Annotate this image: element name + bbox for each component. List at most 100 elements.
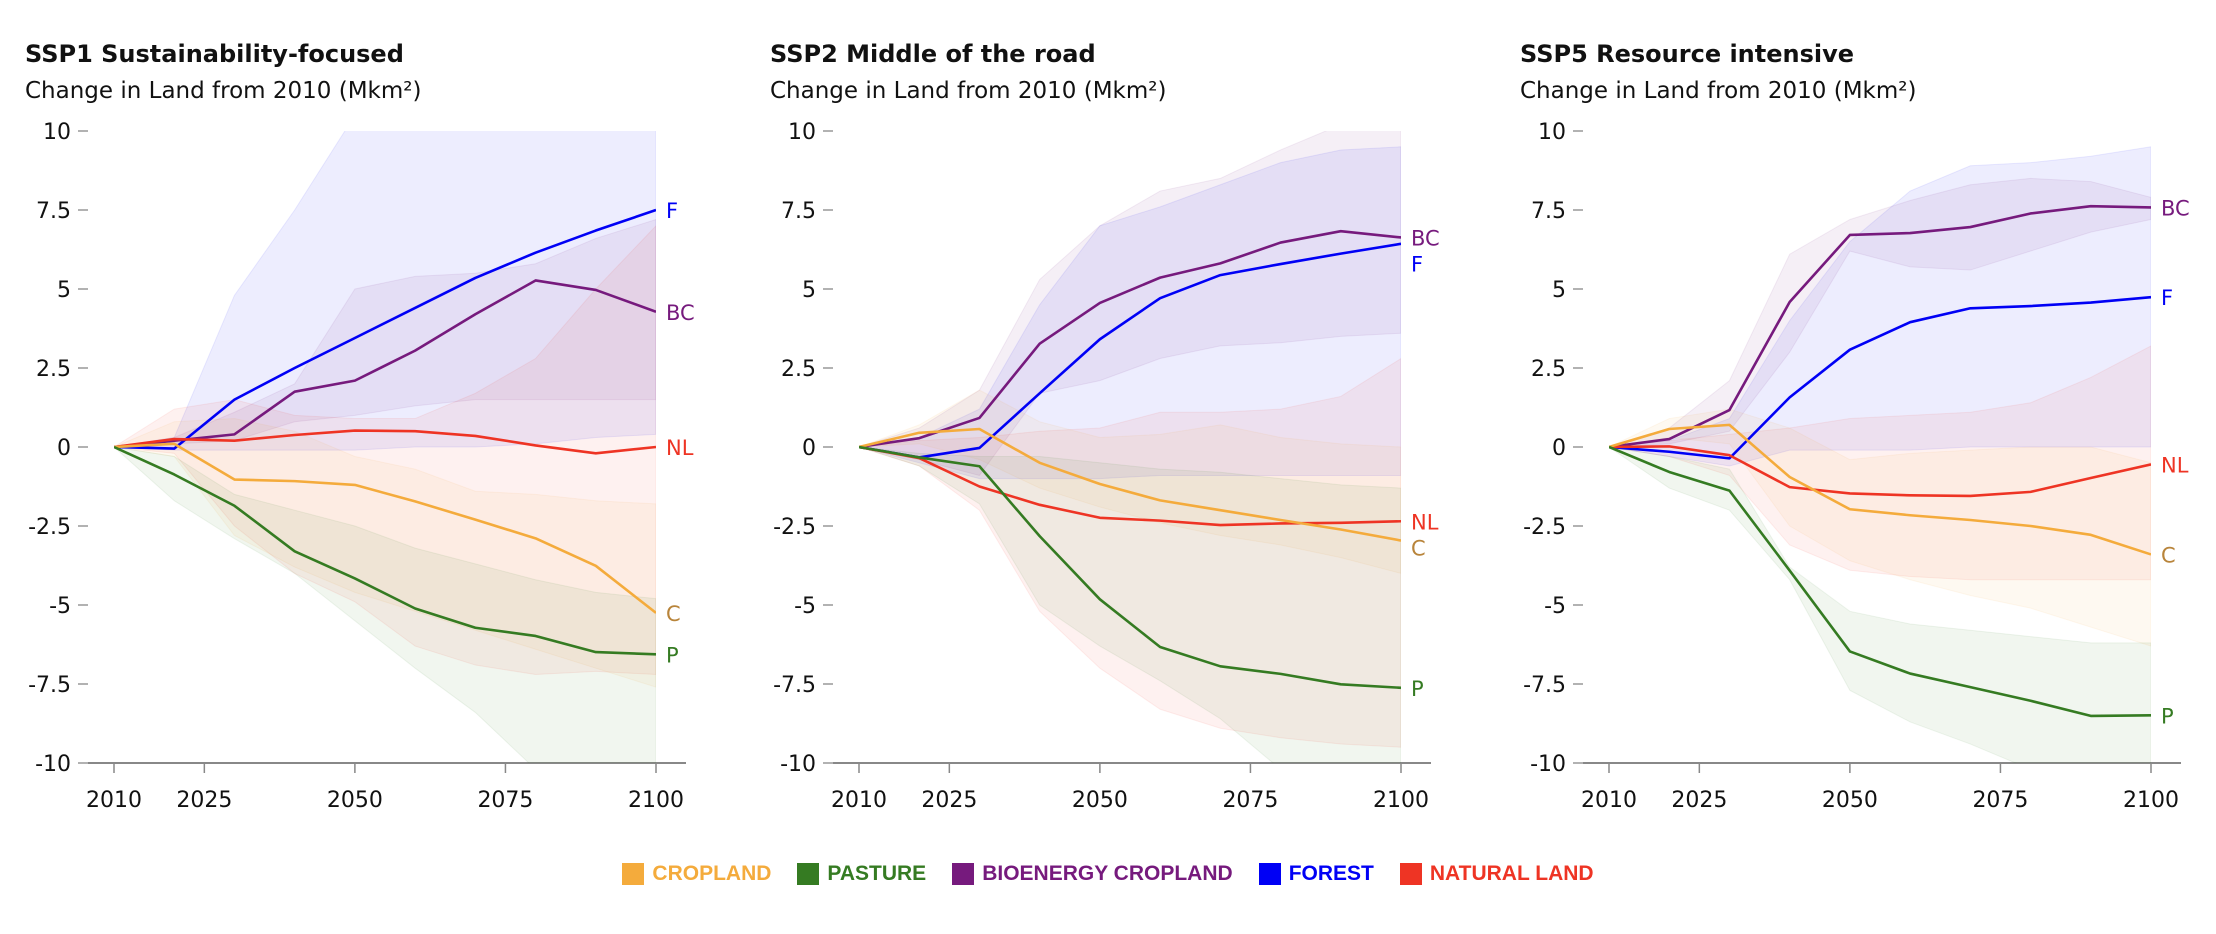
end-label-natural: NL bbox=[1411, 510, 1439, 534]
x-tick-label: 2010 bbox=[86, 788, 142, 813]
legend-item-natural-land: NATURAL LAND bbox=[1399, 862, 1594, 886]
y-tick-label: 10 bbox=[788, 120, 816, 145]
y-tick-label: 2.5 bbox=[36, 357, 71, 382]
legend-swatch bbox=[1258, 863, 1281, 885]
y-tick-label: 7.5 bbox=[1531, 199, 1566, 224]
legend-swatch bbox=[1399, 863, 1422, 885]
y-tick-label: 7.5 bbox=[781, 199, 816, 224]
range-band-bioenergy bbox=[114, 218, 656, 448]
legend-label: NATURAL LAND bbox=[1429, 862, 1594, 885]
end-label-forest: F bbox=[1411, 252, 1423, 276]
series-line-bioenergy bbox=[859, 229, 1401, 449]
series-line-pasture bbox=[859, 445, 1401, 690]
plot-area bbox=[114, 131, 656, 763]
range-band-forest bbox=[1609, 146, 2151, 467]
legend-item-pasture: PASTURE bbox=[797, 862, 926, 886]
end-label-forest: F bbox=[2161, 286, 2173, 310]
y-tick-label: -5 bbox=[794, 594, 816, 619]
range-band-natural bbox=[114, 225, 656, 676]
y-tick-label: 5 bbox=[802, 278, 816, 303]
end-label-natural: NL bbox=[2161, 453, 2189, 477]
y-tick-label: 10 bbox=[43, 120, 71, 145]
chart-panel-3: SSP5 Resource intensive Change in Land fr… bbox=[1520, 40, 2190, 813]
range-band-pasture bbox=[114, 446, 656, 763]
series-line-pasture bbox=[1609, 445, 2151, 718]
plot-area bbox=[1609, 146, 2151, 763]
series-line-bioenergy bbox=[1609, 204, 2151, 449]
range-band-bioenergy bbox=[1609, 177, 2151, 448]
chart-panel-2: SSP2 Middle of the road Change in Land fr… bbox=[770, 40, 1440, 813]
range-band-pasture bbox=[859, 446, 1401, 763]
y-tick-label: -2.5 bbox=[1523, 515, 1566, 540]
end-label-pasture: P bbox=[2161, 704, 2174, 728]
legend-item-bioenergy: BIOENERGY CROPLAND bbox=[952, 862, 1233, 886]
legend-label: CROPLAND bbox=[652, 862, 772, 885]
end-label-cropland: C bbox=[666, 602, 681, 626]
y-tick-label: 0 bbox=[1552, 436, 1566, 461]
x-tick-label: 2025 bbox=[176, 788, 232, 813]
legend-item-cropland: CROPLAND bbox=[622, 862, 771, 886]
plot-area bbox=[859, 131, 1401, 763]
y-tick-label: -2.5 bbox=[773, 515, 816, 540]
legend-swatch bbox=[952, 863, 975, 885]
series-line-bioenergy bbox=[114, 279, 656, 449]
x-tick-label: 2050 bbox=[1822, 788, 1878, 813]
series-line-forest bbox=[114, 208, 656, 450]
y-tick-label: -10 bbox=[780, 752, 816, 777]
series-line-natural bbox=[114, 429, 656, 455]
chart-title: SSP5 Resource intensive bbox=[1520, 40, 1854, 68]
x-tick-label: 2075 bbox=[477, 788, 533, 813]
series-line-natural bbox=[859, 445, 1401, 527]
legend-label: FOREST bbox=[1288, 862, 1374, 885]
chart-subtitle: Change in Land from 2010 (Mkm²) bbox=[770, 78, 1166, 104]
end-label-forest: F bbox=[666, 199, 678, 223]
x-tick-label: 2025 bbox=[1671, 788, 1727, 813]
series-line-forest bbox=[859, 242, 1401, 459]
y-tick-label: 2.5 bbox=[781, 357, 816, 382]
y-tick-label: 5 bbox=[57, 278, 71, 303]
x-tick-label: 2100 bbox=[628, 788, 684, 813]
y-tick-label: 10 bbox=[1538, 120, 1566, 145]
legend-swatch bbox=[797, 863, 820, 885]
y-tick-label: 7.5 bbox=[36, 199, 71, 224]
x-tick-label: 2025 bbox=[921, 788, 977, 813]
y-tick-label: -10 bbox=[35, 752, 71, 777]
y-tick-label: 0 bbox=[57, 436, 71, 461]
range-band-forest bbox=[859, 146, 1401, 480]
y-tick-label: 0 bbox=[802, 436, 816, 461]
range-band-pasture bbox=[1609, 446, 2151, 763]
legend-swatch bbox=[622, 863, 645, 885]
y-tick-label: -7.5 bbox=[773, 673, 816, 698]
y-tick-label: -7.5 bbox=[28, 673, 71, 698]
legend-item-forest: FOREST bbox=[1258, 862, 1374, 886]
series-line-forest bbox=[1609, 295, 2151, 460]
range-band-natural bbox=[859, 357, 1401, 748]
end-label-pasture: P bbox=[666, 643, 679, 667]
y-tick-label: -7.5 bbox=[1523, 673, 1566, 698]
x-tick-label: 2050 bbox=[1072, 788, 1128, 813]
y-tick-label: -5 bbox=[49, 594, 71, 619]
range-band-forest bbox=[114, 131, 656, 451]
end-label-cropland: C bbox=[1411, 536, 1426, 560]
y-tick-label: -2.5 bbox=[28, 515, 71, 540]
end-label-bioenergy: BC bbox=[2161, 196, 2190, 220]
y-tick-label: 2.5 bbox=[1531, 357, 1566, 382]
end-label-bioenergy: BC bbox=[666, 301, 695, 325]
chart-panel-1: SSP1 Sustainability-focused Change in Lan… bbox=[25, 40, 695, 813]
x-tick-label: 2050 bbox=[327, 788, 383, 813]
series-line-natural bbox=[1609, 445, 2151, 498]
x-tick-label: 2010 bbox=[1581, 788, 1637, 813]
chart-subtitle: Change in Land from 2010 (Mkm²) bbox=[1520, 78, 1916, 104]
chart-title: SSP2 Middle of the road bbox=[770, 40, 1096, 68]
series-line-cropland bbox=[1609, 423, 2151, 556]
range-band-bioenergy bbox=[859, 131, 1401, 477]
x-tick-label: 2075 bbox=[1222, 788, 1278, 813]
end-label-bioenergy: BC bbox=[1411, 226, 1440, 250]
y-tick-label: 5 bbox=[1552, 278, 1566, 303]
end-label-cropland: C bbox=[2161, 543, 2176, 567]
legend-label: PASTURE bbox=[827, 862, 927, 885]
series-line-pasture bbox=[114, 445, 656, 656]
end-label-pasture: P bbox=[1411, 677, 1424, 701]
range-band-natural bbox=[1609, 345, 2151, 581]
